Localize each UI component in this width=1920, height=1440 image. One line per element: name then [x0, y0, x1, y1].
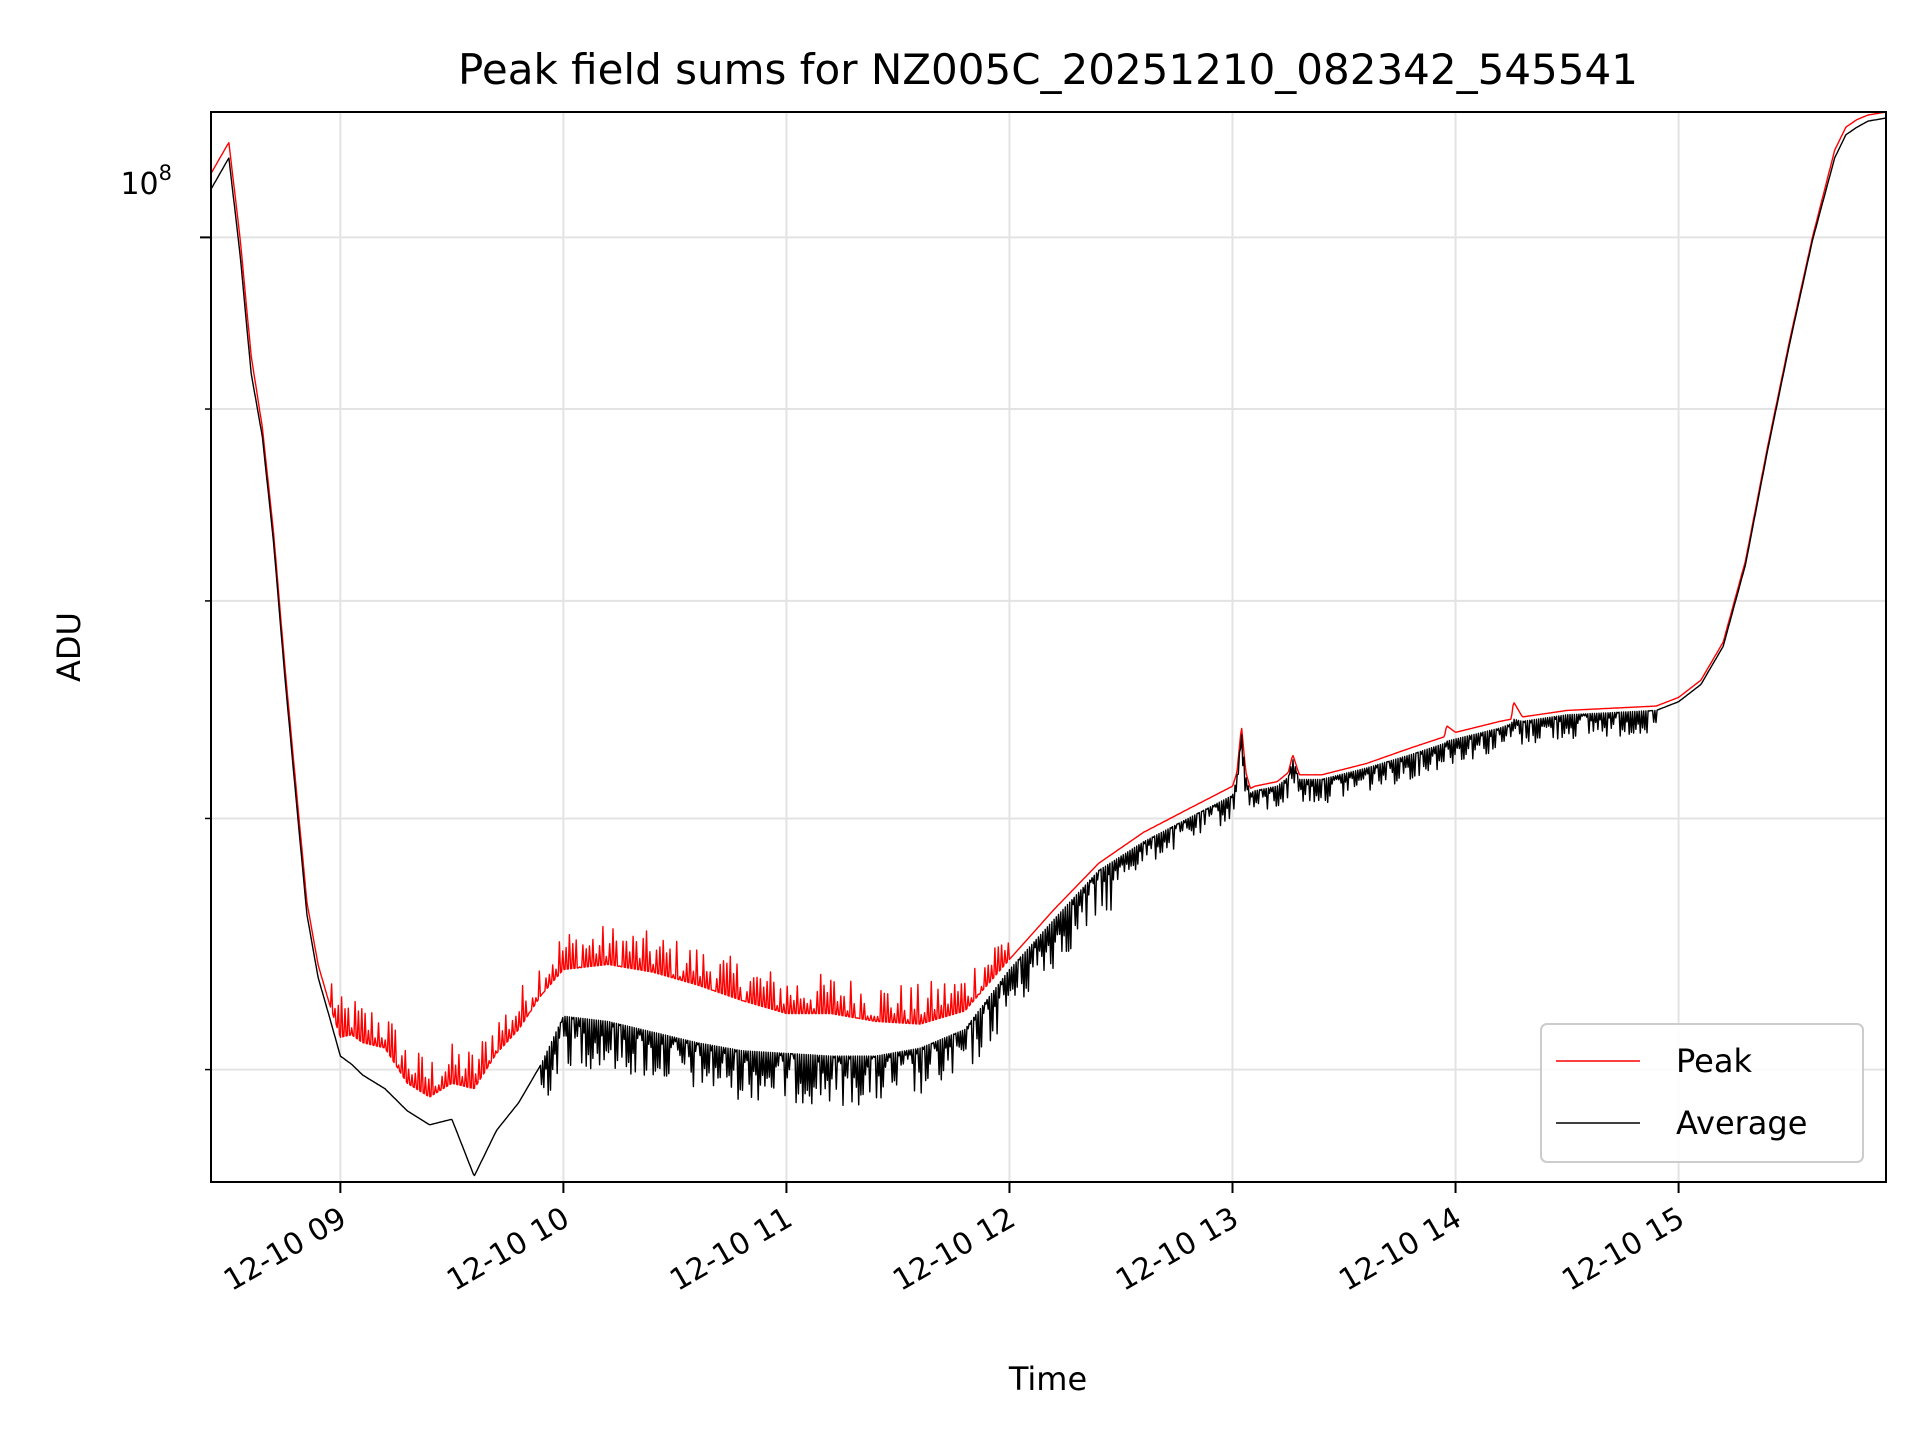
- y-axis-ticks: [200, 236, 211, 1071]
- legend-box: [1540, 1023, 1864, 1163]
- series-lines: [210, 111, 1887, 1177]
- plot-area-frame: [210, 111, 1887, 1183]
- chart-title: Peak field sums for NZ005C_20251210_0823…: [458, 45, 1638, 94]
- y-tick-label-base: 10: [120, 167, 158, 202]
- y-axis-label: ADU: [50, 612, 88, 682]
- average-series-line: [210, 117, 1887, 1177]
- y-tick-label-exponent: 8: [159, 161, 172, 185]
- y-tick-label-1e8: 108: [120, 161, 172, 202]
- legend-peak-label: Peak: [1676, 1042, 1752, 1080]
- peak-series-line: [210, 111, 1887, 1098]
- grid-lines: [211, 112, 1886, 1182]
- legend-average-label: Average: [1676, 1104, 1807, 1142]
- legend: Peak Average: [1540, 1023, 1864, 1163]
- x-axis-label: Time: [1008, 1360, 1087, 1398]
